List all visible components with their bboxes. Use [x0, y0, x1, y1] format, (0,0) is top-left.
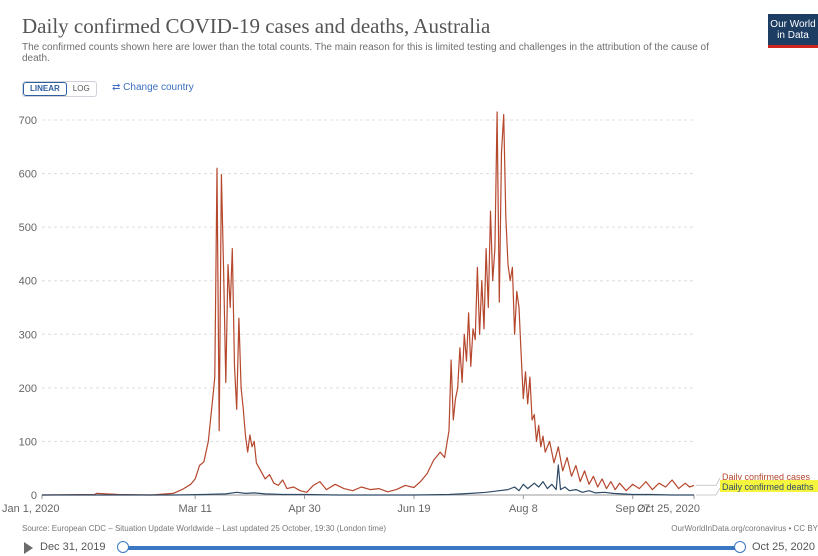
timeline-end-handle[interactable]	[734, 541, 746, 553]
legend-connector	[696, 487, 721, 496]
y-tick-label: 200	[19, 383, 37, 395]
y-tick-label: 400	[19, 276, 37, 288]
chart-subtitle: The confirmed counts shown here are lowe…	[22, 42, 709, 64]
source-note: Source: European CDC – Situation Update …	[22, 524, 387, 533]
logo-line-1: Our World	[770, 19, 816, 30]
y-axis-ticks: 0 100 200 300 400 500 600 700	[19, 115, 37, 502]
chart-area: 0 100 200 300 400 500 600 700 Jan 1, 2020 Mar 11…	[2, 111, 818, 515]
x-tick-label: Sep 27	[615, 503, 650, 515]
legend-cases-label[interactable]: Daily confirmed cases	[722, 472, 811, 482]
timeline-start-handle[interactable]	[117, 541, 129, 553]
logo-line-2: in Data	[777, 30, 809, 41]
timeline-start-label: Dec 31, 2019	[40, 541, 106, 553]
timeline-end-label: Oct 25, 2020	[752, 541, 815, 553]
chart-grid	[42, 119, 694, 496]
legend-deaths-label[interactable]: Daily confirmed deaths	[722, 482, 814, 492]
y-tick-label: 500	[19, 222, 37, 234]
cases-line[interactable]	[41, 111, 695, 496]
chart-title: Daily confirmed COVID-19 cases and death…	[22, 14, 491, 38]
x-tick-label: Aug 8	[509, 503, 538, 515]
credit-link[interactable]: OurWorldInData.org/coronavirus • CC BY	[671, 524, 818, 533]
y-tick-label: 0	[31, 490, 37, 502]
deaths-line[interactable]	[42, 464, 694, 496]
legend-highlight	[720, 480, 818, 492]
scale-toggle: LINEAR LOG	[22, 81, 97, 97]
x-tick-label: Apr 30	[288, 503, 320, 515]
play-icon[interactable]	[24, 542, 33, 554]
legend-connector	[696, 477, 721, 486]
y-tick-label: 600	[19, 169, 37, 181]
timeline: Dec 31, 2019 Oct 25, 2020	[0, 540, 818, 556]
y-tick-label: 300	[19, 329, 37, 341]
chart-lines	[41, 111, 695, 496]
change-country-link[interactable]: ⇄ Change country	[112, 82, 194, 93]
log-scale-button[interactable]: LOG	[72, 84, 90, 93]
x-tick-label: Oct 25, 2020	[637, 503, 700, 515]
x-tick-label: Mar 11	[178, 503, 211, 515]
owid-logo[interactable]: Our World in Data	[768, 14, 818, 48]
y-tick-label: 100	[19, 436, 37, 448]
x-tick-label: Jun 19	[397, 503, 430, 515]
y-tick-label: 700	[19, 115, 37, 127]
x-tick-label: Jan 1, 2020	[2, 503, 60, 515]
x-axis-ticks: Jan 1, 2020 Mar 11 Apr 30 Jun 19 Aug 8 Sep 27…	[2, 495, 700, 515]
linear-scale-button[interactable]: LINEAR	[23, 82, 67, 96]
timeline-track[interactable]	[122, 546, 739, 550]
